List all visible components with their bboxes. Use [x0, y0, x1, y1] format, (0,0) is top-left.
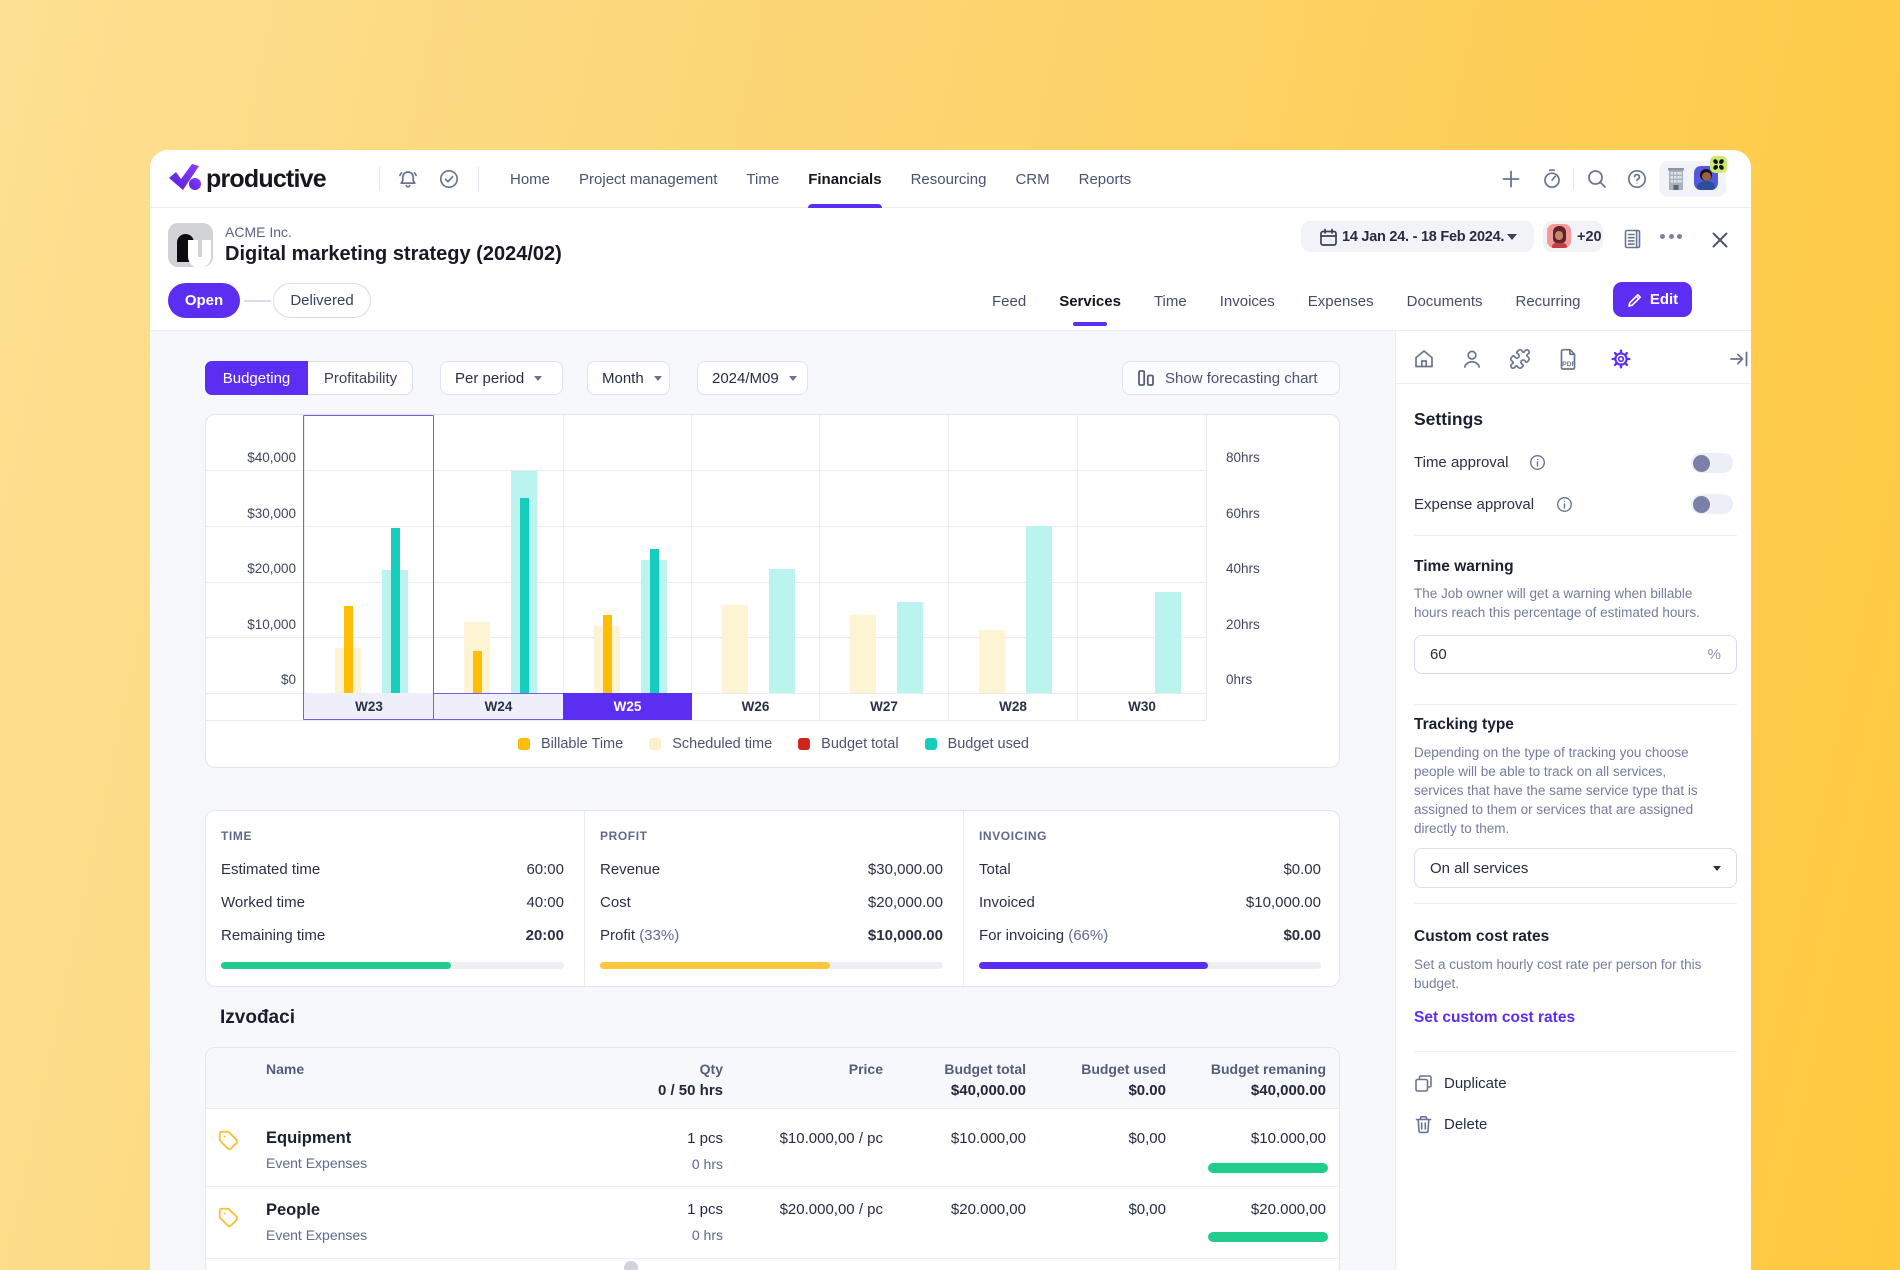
svg-text:PDF: PDF: [1562, 361, 1575, 368]
